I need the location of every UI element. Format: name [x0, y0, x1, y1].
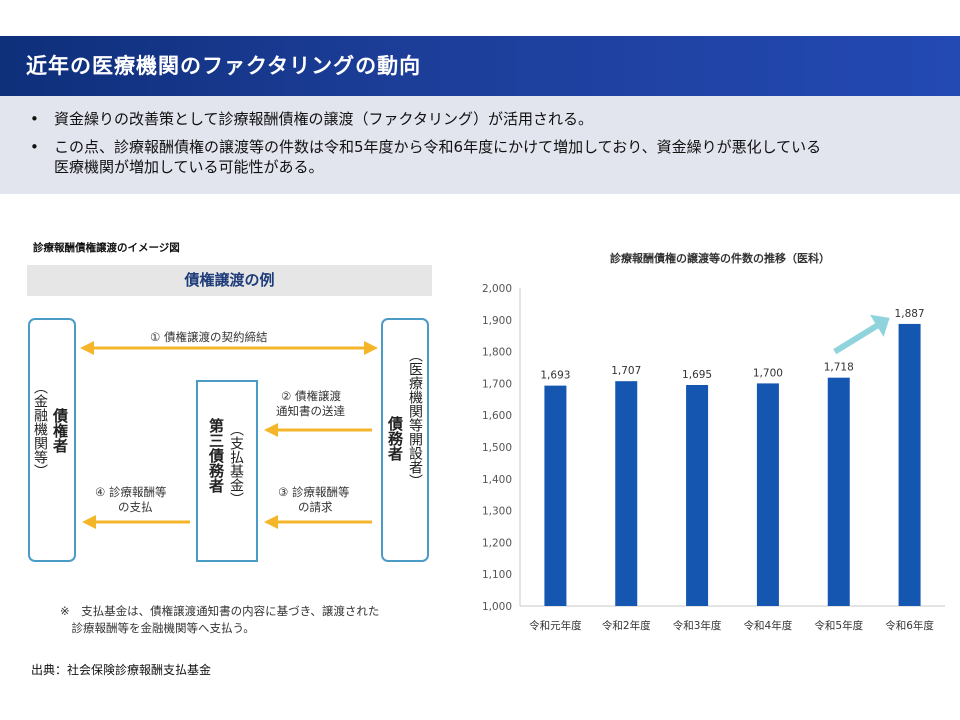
arrow-notice-label-2: 通知書の送達 — [276, 404, 345, 418]
third-debtor-sub: （支払基金） — [228, 422, 244, 506]
bar-value-label: 1,700 — [753, 367, 783, 379]
y-tick-label: 1,100 — [482, 569, 512, 581]
third-debtor-box: （支払基金） 第三債務者 — [196, 380, 258, 562]
note-line-2: 診療報酬等を金融機関等へ支払う。 — [60, 621, 255, 635]
bullet-text: 資金繰りの改善策として診療報酬債権の譲渡（ファクタリング）が活用される。 — [54, 110, 593, 128]
title-bar: 近年の医療機関のファクタリングの動向 — [0, 36, 960, 96]
x-tick-label: 令和6年度 — [885, 619, 934, 632]
y-tick-label: 1,300 — [482, 506, 512, 518]
bar — [686, 384, 709, 606]
summary-box: • 資金繰りの改善策として診療報酬債権の譲渡（ファクタリング）が活用される。 •… — [0, 96, 960, 194]
bar-value-label: 1,887 — [895, 308, 925, 320]
bar-value-label: 1,718 — [824, 362, 854, 374]
source-text: 出典：社会保険診療報酬支払基金 — [31, 663, 212, 677]
third-debtor-name: 第三債務者 — [207, 418, 225, 493]
arrow-notice-label-1: ② 債権譲渡 — [281, 389, 341, 403]
y-tick-label: 1,800 — [482, 347, 512, 359]
bar — [615, 381, 638, 606]
y-tick-label: 1,500 — [482, 442, 512, 454]
bullet-text: この点、診療報酬債権の譲渡等の件数は令和5年度から令和6年度にかけて増加しており… — [54, 138, 822, 156]
bar — [827, 377, 850, 606]
bar — [544, 385, 567, 606]
arrow-claim-label-2: の請求 — [298, 500, 333, 514]
arrow-claim-label-1: ③ 診療報酬等 — [278, 485, 350, 499]
arrow-claim — [264, 515, 372, 529]
debtor-box: （医療機関等開設者） 債務者 — [381, 318, 429, 562]
arrow-notice — [264, 423, 372, 437]
x-tick-label: 令和3年度 — [673, 619, 722, 632]
x-tick-label: 令和5年度 — [814, 619, 863, 632]
bar-chart: 1,000 1,100 1,200 1,300 1,400 1,500 1,600 1,700… — [482, 283, 945, 632]
example-title: 債権譲渡の例 — [184, 271, 275, 289]
debtor-name: 債務者 — [386, 416, 404, 461]
x-tick-label: 令和2年度 — [602, 619, 651, 632]
bullet-marker: • — [30, 138, 39, 156]
bar — [756, 383, 779, 606]
y-tick-label: 1,200 — [482, 537, 512, 549]
creditor-box: （金融機関等） 債権者 — [28, 318, 76, 562]
chart-title: 診療報酬債権の譲渡等の件数の推移（医科） — [610, 252, 830, 265]
bar-value-label: 1,695 — [682, 369, 712, 381]
bullet-marker: • — [30, 110, 39, 128]
trend-arrow-icon — [833, 314, 890, 355]
arrow-contract — [80, 341, 378, 355]
y-tick-label: 1,000 — [482, 601, 512, 613]
y-tick-label: 1,600 — [482, 410, 512, 422]
arrow-payment-label-1: ④ 診療報酬等 — [95, 485, 167, 499]
diagram-heading: 診療報酬債権譲渡のイメージ図 — [33, 242, 180, 254]
y-tick-label: 1,700 — [482, 378, 512, 390]
y-tick-label: 1,400 — [482, 474, 512, 486]
diagram-note: ※ 支払基金は、債権譲渡通知書の内容に基づき、譲渡された 診療報酬等を金融機関等… — [60, 603, 379, 637]
x-tick-label: 令和元年度 — [529, 619, 582, 632]
y-tick-label: 2,000 — [482, 283, 512, 295]
debtor-sub: （医療機関等開設者） — [407, 348, 423, 488]
creditor-name: 債権者 — [51, 408, 69, 453]
y-tick-label: 1,900 — [482, 315, 512, 327]
example-banner: 債権譲渡の例 — [27, 265, 432, 296]
bar-value-label: 1,693 — [540, 370, 570, 382]
creditor-sub: （金融機関等） — [32, 380, 48, 478]
arrow-payment-label-2: の支払 — [118, 500, 153, 514]
bullet-text: 医療機関が増加している可能性がある。 — [54, 158, 324, 176]
x-tick-label: 令和4年度 — [744, 619, 793, 632]
note-line-1: ※ 支払基金は、債権譲渡通知書の内容に基づき、譲渡された — [60, 604, 380, 618]
page-title: 近年の医療機関のファクタリングの動向 — [26, 54, 422, 78]
bar — [898, 323, 921, 606]
arrow-contract-label: ① 債権譲渡の契約締結 — [150, 330, 268, 344]
arrow-payment — [82, 515, 190, 529]
bar-value-label: 1,707 — [611, 365, 641, 377]
